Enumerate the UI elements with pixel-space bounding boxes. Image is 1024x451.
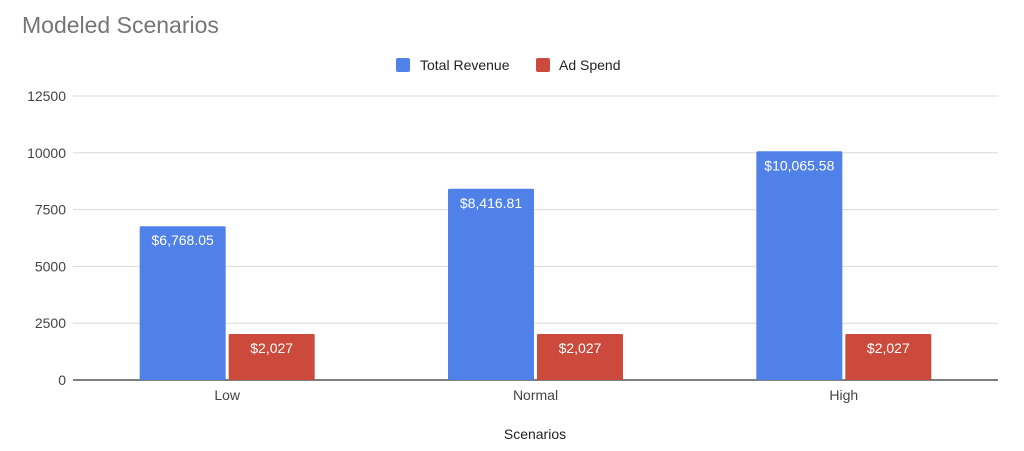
data-label: $6,768.05 (152, 232, 214, 248)
y-tick-label: 10000 (27, 145, 66, 161)
legend-swatch (536, 58, 550, 72)
x-tick-label: Normal (513, 387, 558, 403)
gridlines (73, 95, 998, 381)
bar-total-revenue (139, 226, 226, 380)
bar-ad-spend (228, 333, 315, 380)
legend-label: Total Revenue (420, 57, 510, 73)
y-tick-label: 0 (58, 372, 66, 388)
x-axis: Low Normal High (214, 387, 858, 403)
x-tick-label: High (829, 387, 858, 403)
bar-total-revenue (756, 151, 843, 380)
chart-title: Modeled Scenarios (22, 12, 219, 38)
legend-label: Ad Spend (559, 57, 621, 73)
data-label: $2,027 (867, 340, 910, 356)
x-axis-title: Scenarios (504, 426, 566, 442)
data-label: $2,027 (559, 340, 602, 356)
legend-swatch (396, 58, 410, 72)
y-axis: 0 2500 5000 7500 10000 12500 (27, 88, 66, 388)
y-tick-label: 12500 (27, 88, 66, 104)
data-label: $8,416.81 (460, 195, 522, 211)
bar-ad-spend (845, 333, 932, 380)
x-tick-label: Low (214, 387, 241, 403)
data-label: $10,065.58 (764, 157, 834, 173)
y-tick-label: 7500 (35, 202, 66, 218)
bar-ad-spend (537, 333, 623, 380)
y-tick-label: 5000 (35, 258, 66, 274)
y-tick-label: 2500 (35, 315, 66, 331)
bars: $6,768.05 $2,027 $8,416.81 $2,027 $10,065.58… (139, 151, 932, 380)
data-label: $2,027 (250, 340, 293, 356)
legend: Total Revenue Ad Spend (396, 57, 621, 73)
bar-total-revenue (448, 188, 534, 380)
